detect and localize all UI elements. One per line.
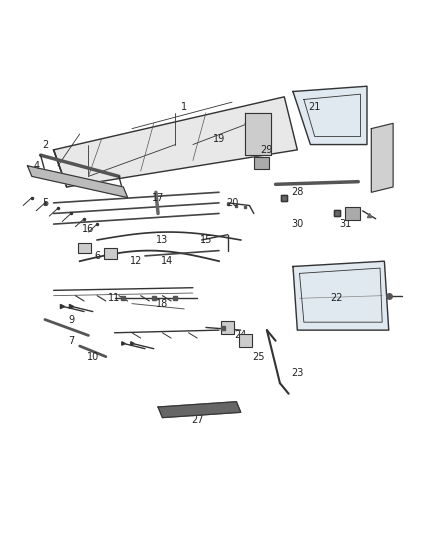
Polygon shape [293,86,367,144]
Text: 12: 12 [130,256,142,266]
FancyBboxPatch shape [221,321,234,334]
Text: 1: 1 [181,102,187,112]
Text: 28: 28 [291,187,304,197]
Text: 9: 9 [68,314,74,325]
FancyBboxPatch shape [254,157,269,169]
Text: 7: 7 [68,336,74,346]
Text: 16: 16 [82,224,95,235]
Text: 25: 25 [252,352,265,361]
Text: 10: 10 [87,352,99,361]
Text: 18: 18 [156,298,169,309]
FancyBboxPatch shape [345,207,360,220]
Text: 27: 27 [191,415,204,425]
Text: 24: 24 [235,330,247,341]
Polygon shape [53,97,297,187]
FancyBboxPatch shape [104,248,117,259]
Polygon shape [293,261,389,330]
Text: 15: 15 [200,235,212,245]
Polygon shape [158,402,241,418]
Polygon shape [245,113,271,155]
FancyBboxPatch shape [78,243,91,253]
Text: 20: 20 [226,198,238,208]
Text: 4: 4 [33,161,39,171]
Text: 21: 21 [308,102,321,112]
Text: 29: 29 [261,145,273,155]
Text: 11: 11 [109,293,121,303]
Polygon shape [371,123,393,192]
Text: 6: 6 [94,251,100,261]
Text: 31: 31 [339,219,351,229]
Text: 14: 14 [161,256,173,266]
Text: 13: 13 [156,235,169,245]
FancyBboxPatch shape [239,334,252,347]
Text: 19: 19 [213,134,225,144]
Text: 17: 17 [152,192,164,203]
Text: 5: 5 [42,198,48,208]
Text: 22: 22 [330,293,343,303]
Text: 2: 2 [42,140,48,150]
Text: 23: 23 [291,368,304,377]
Text: 30: 30 [291,219,304,229]
Polygon shape [28,166,127,198]
